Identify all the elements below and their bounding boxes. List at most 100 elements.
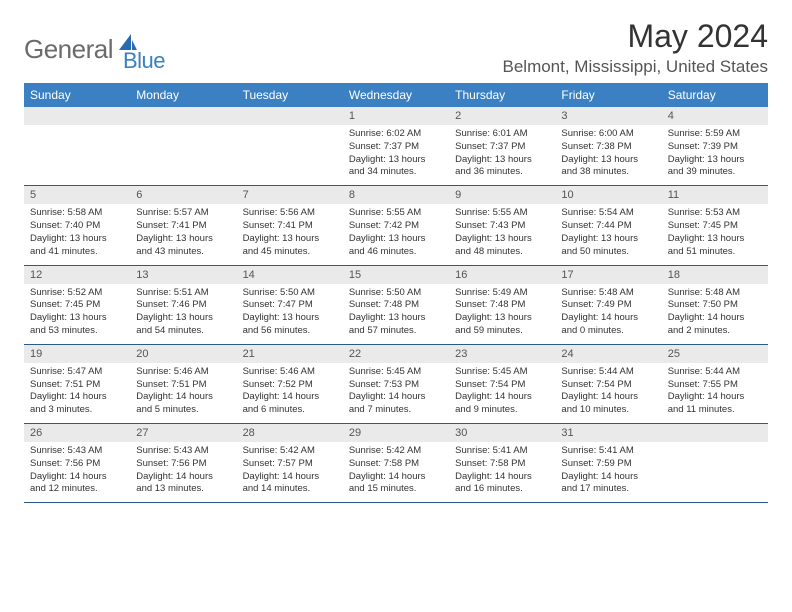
daylight-text: Daylight: 13 hours and 59 minutes.	[455, 312, 549, 338]
sunrise-text: Sunrise: 5:54 AM	[561, 207, 655, 220]
sunrise-text: Sunrise: 5:53 AM	[668, 207, 762, 220]
sunrise-text: Sunrise: 5:50 AM	[349, 287, 443, 300]
day-details: Sunrise: 6:02 AMSunset: 7:37 PMDaylight:…	[343, 125, 449, 185]
daylight-text: Daylight: 13 hours and 36 minutes.	[455, 154, 549, 180]
day-cell: 22Sunrise: 5:45 AMSunset: 7:53 PMDayligh…	[343, 345, 449, 423]
day-cell: 19Sunrise: 5:47 AMSunset: 7:51 PMDayligh…	[24, 345, 130, 423]
day-details: Sunrise: 5:49 AMSunset: 7:48 PMDaylight:…	[449, 284, 555, 344]
day-details	[662, 442, 768, 496]
day-cell: 12Sunrise: 5:52 AMSunset: 7:45 PMDayligh…	[24, 266, 130, 344]
day-number: 7	[237, 186, 343, 204]
daylight-text: Daylight: 13 hours and 39 minutes.	[668, 154, 762, 180]
sunrise-text: Sunrise: 5:49 AM	[455, 287, 549, 300]
sunrise-text: Sunrise: 5:59 AM	[668, 128, 762, 141]
sunrise-text: Sunrise: 5:52 AM	[30, 287, 124, 300]
day-details: Sunrise: 6:00 AMSunset: 7:38 PMDaylight:…	[555, 125, 661, 185]
daylight-text: Daylight: 14 hours and 14 minutes.	[243, 471, 337, 497]
day-details: Sunrise: 5:45 AMSunset: 7:54 PMDaylight:…	[449, 363, 555, 423]
day-number: 1	[343, 107, 449, 125]
sunrise-text: Sunrise: 6:02 AM	[349, 128, 443, 141]
day-details: Sunrise: 5:48 AMSunset: 7:49 PMDaylight:…	[555, 284, 661, 344]
sunset-text: Sunset: 7:42 PM	[349, 220, 443, 233]
daylight-text: Daylight: 14 hours and 12 minutes.	[30, 471, 124, 497]
sunrise-text: Sunrise: 5:58 AM	[30, 207, 124, 220]
day-cell: 4Sunrise: 5:59 AMSunset: 7:39 PMDaylight…	[662, 107, 768, 185]
sunset-text: Sunset: 7:46 PM	[136, 299, 230, 312]
daylight-text: Daylight: 14 hours and 6 minutes.	[243, 391, 337, 417]
day-cell: 27 Sunrise: 5:43 AMSunset: 7:56 PMDayligh…	[130, 424, 236, 502]
week-row: 19Sunrise: 5:47 AMSunset: 7:51 PMDayligh…	[24, 345, 768, 424]
day-header-cell: Saturday	[662, 83, 768, 107]
day-cell: 29Sunrise: 5:42 AMSunset: 7:58 PMDayligh…	[343, 424, 449, 502]
day-details: Sunrise: 5:44 AMSunset: 7:54 PMDaylight:…	[555, 363, 661, 423]
day-number: 25	[662, 345, 768, 363]
day-cell: 10Sunrise: 5:54 AMSunset: 7:44 PMDayligh…	[555, 186, 661, 264]
sunrise-text: Sunrise: 6:01 AM	[455, 128, 549, 141]
sunrise-text: Sunrise: 5:43 AM	[136, 445, 230, 458]
day-details: Sunrise: 5:50 AMSunset: 7:47 PMDaylight:…	[237, 284, 343, 344]
day-number: 5	[24, 186, 130, 204]
sunrise-text: Sunrise: 5:41 AM	[455, 445, 549, 458]
sunset-text: Sunset: 7:41 PM	[136, 220, 230, 233]
daylight-text: Daylight: 14 hours and 5 minutes.	[136, 391, 230, 417]
daylight-text: Daylight: 13 hours and 45 minutes.	[243, 233, 337, 259]
sunset-text: Sunset: 7:37 PM	[455, 141, 549, 154]
day-details: Sunrise: 5:42 AMSunset: 7:57 PMDaylight:…	[237, 442, 343, 502]
day-number	[662, 424, 768, 442]
week-row: 1Sunrise: 6:02 AMSunset: 7:37 PMDaylight…	[24, 107, 768, 186]
sunset-text: Sunset: 7:56 PM	[136, 458, 230, 471]
day-details: Sunrise: 5:56 AMSunset: 7:41 PMDaylight:…	[237, 204, 343, 264]
day-details: Sunrise: 5:41 AMSunset: 7:58 PMDaylight:…	[449, 442, 555, 502]
sunset-text: Sunset: 7:43 PM	[455, 220, 549, 233]
sunset-text: Sunset: 7:57 PM	[243, 458, 337, 471]
day-details: Sunrise: 5:46 AMSunset: 7:52 PMDaylight:…	[237, 363, 343, 423]
sunrise-text: Sunrise: 5:44 AM	[668, 366, 762, 379]
day-cell: 25Sunrise: 5:44 AMSunset: 7:55 PMDayligh…	[662, 345, 768, 423]
sunset-text: Sunset: 7:50 PM	[668, 299, 762, 312]
sunrise-text: Sunrise: 5:51 AM	[136, 287, 230, 300]
sunset-text: Sunset: 7:54 PM	[455, 379, 549, 392]
day-cell: 20Sunrise: 5:46 AMSunset: 7:51 PMDayligh…	[130, 345, 236, 423]
day-number: 3	[555, 107, 661, 125]
sunrise-text: Sunrise: 5:41 AM	[561, 445, 655, 458]
daylight-text: Daylight: 14 hours and 0 minutes.	[561, 312, 655, 338]
sunset-text: Sunset: 7:38 PM	[561, 141, 655, 154]
day-cell: 5Sunrise: 5:58 AMSunset: 7:40 PMDaylight…	[24, 186, 130, 264]
sunrise-text: Sunrise: 5:55 AM	[455, 207, 549, 220]
day-number: 27	[130, 424, 236, 442]
daylight-text: Daylight: 14 hours and 13 minutes.	[136, 471, 230, 497]
day-cell: 11Sunrise: 5:53 AMSunset: 7:45 PMDayligh…	[662, 186, 768, 264]
day-number: 20	[130, 345, 236, 363]
day-number: 6	[130, 186, 236, 204]
day-number: 8	[343, 186, 449, 204]
sunrise-text: Sunrise: 5:45 AM	[349, 366, 443, 379]
daylight-text: Daylight: 13 hours and 46 minutes.	[349, 233, 443, 259]
day-details	[130, 125, 236, 179]
day-cell	[662, 424, 768, 502]
sunrise-text: Sunrise: 5:47 AM	[30, 366, 124, 379]
day-details: Sunrise: 6:01 AMSunset: 7:37 PMDaylight:…	[449, 125, 555, 185]
sunset-text: Sunset: 7:59 PM	[561, 458, 655, 471]
day-cell: 28Sunrise: 5:42 AMSunset: 7:57 PMDayligh…	[237, 424, 343, 502]
sunrise-text: Sunrise: 5:57 AM	[136, 207, 230, 220]
sunset-text: Sunset: 7:55 PM	[668, 379, 762, 392]
day-cell: 3Sunrise: 6:00 AMSunset: 7:38 PMDaylight…	[555, 107, 661, 185]
day-header-cell: Monday	[130, 83, 236, 107]
day-details: Sunrise: 5:59 AMSunset: 7:39 PMDaylight:…	[662, 125, 768, 185]
day-details: Sunrise: 5:41 AMSunset: 7:59 PMDaylight:…	[555, 442, 661, 502]
day-cell: 30Sunrise: 5:41 AMSunset: 7:58 PMDayligh…	[449, 424, 555, 502]
sunset-text: Sunset: 7:51 PM	[30, 379, 124, 392]
daylight-text: Daylight: 13 hours and 34 minutes.	[349, 154, 443, 180]
day-cell	[237, 107, 343, 185]
sunset-text: Sunset: 7:47 PM	[243, 299, 337, 312]
day-details: Sunrise: 5:52 AMSunset: 7:45 PMDaylight:…	[24, 284, 130, 344]
week-row: 26Sunrise: 5:43 AMSunset: 7:56 PMDayligh…	[24, 424, 768, 503]
day-cell: 1Sunrise: 6:02 AMSunset: 7:37 PMDaylight…	[343, 107, 449, 185]
sunrise-text: Sunrise: 6:00 AM	[561, 128, 655, 141]
day-details	[237, 125, 343, 179]
day-details: Sunrise: 5:42 AMSunset: 7:58 PMDaylight:…	[343, 442, 449, 502]
sunset-text: Sunset: 7:58 PM	[349, 458, 443, 471]
day-cell: 9Sunrise: 5:55 AMSunset: 7:43 PMDaylight…	[449, 186, 555, 264]
day-details: Sunrise: 5:55 AMSunset: 7:42 PMDaylight:…	[343, 204, 449, 264]
sunset-text: Sunset: 7:49 PM	[561, 299, 655, 312]
